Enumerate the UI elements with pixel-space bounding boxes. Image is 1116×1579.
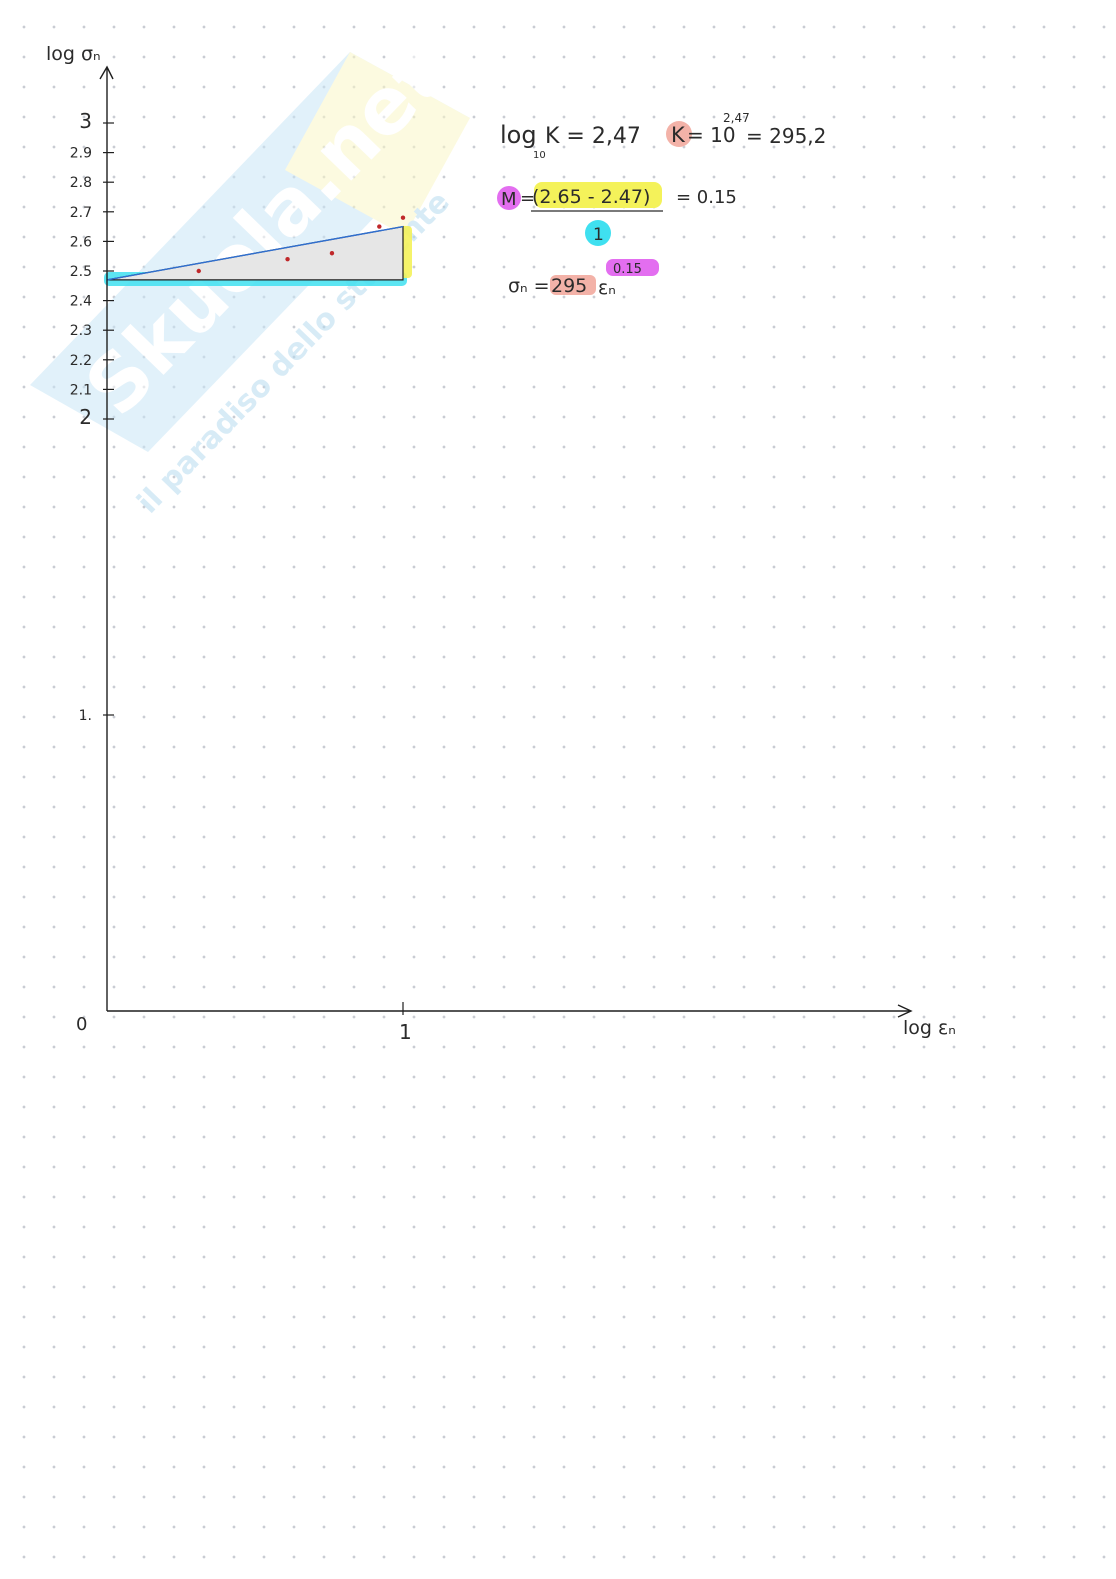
y-tick-label: 2 — [79, 405, 92, 429]
slope-denominator: 1 — [593, 225, 604, 245]
power-law-coef: 295 — [551, 275, 587, 297]
y-axis-arrow — [99, 65, 114, 80]
log-k-base: 10 — [533, 150, 546, 161]
data-point — [196, 268, 201, 274]
watermark-logo-yellow — [285, 52, 470, 236]
y-tick-label: 1. — [79, 708, 92, 724]
k-equation: = 10 — [687, 123, 736, 147]
m-label: M — [501, 189, 517, 210]
log-k-label: log — [500, 121, 537, 149]
m-equals: = — [520, 188, 535, 209]
y-tick-label: 2.1 — [70, 382, 92, 398]
power-law-var: εₙ — [598, 277, 616, 299]
y-tick-label: 2.9 — [70, 146, 92, 162]
y-tick-label: 2.2 — [70, 353, 92, 369]
fit-line — [106, 225, 404, 281]
k-label: K — [671, 123, 686, 147]
x-axis-label: log εₙ — [903, 1017, 956, 1039]
k-result: = 295,2 — [746, 124, 826, 148]
log-k-equation: K = 2,47 — [545, 124, 641, 149]
power-law-lhs: σₙ = — [508, 275, 550, 297]
data-point — [377, 224, 382, 229]
m-highlight — [497, 186, 521, 210]
x-ticks: 1 — [399, 1002, 412, 1044]
data-point — [329, 251, 335, 256]
data-points — [196, 215, 406, 274]
y-tick-label: 3 — [79, 109, 92, 133]
data-point — [400, 215, 406, 220]
notes: log 10 K = 2,47 K = 10 2,47 = 295,2 M = … — [497, 111, 826, 299]
origin-label: 0 — [76, 1014, 87, 1035]
denominator-highlight — [585, 220, 611, 246]
y-tick-label: 2.6 — [70, 234, 92, 250]
coef-highlight — [550, 275, 596, 295]
data-point — [285, 256, 290, 262]
y-axis-label: log σₙ — [46, 43, 101, 65]
y-tick-label: 2.5 — [70, 264, 92, 280]
y-tick-label: 2.4 — [70, 294, 92, 310]
exp-highlight — [606, 259, 659, 276]
y-ticks: 3 2.9 2.8 2.7 2.6 2.5 2.4 2.3 2.2 2.1 2 1. — [70, 109, 114, 724]
k-exponent: 2,47 — [723, 111, 750, 125]
k-highlight — [666, 121, 692, 147]
power-law-exp: 0.15 — [613, 262, 642, 277]
y-tick-label: 2.3 — [70, 323, 92, 339]
y-tick-label: 2.7 — [70, 205, 92, 221]
slope-result: = 0.15 — [676, 187, 737, 208]
slope-numerator: (2.65 - 2.47) — [532, 186, 650, 208]
x-tick-label: 1 — [399, 1020, 412, 1044]
numerator-highlight — [534, 182, 662, 208]
y-tick-label: 2.8 — [70, 175, 92, 191]
x-axis-arrow — [897, 1004, 913, 1018]
